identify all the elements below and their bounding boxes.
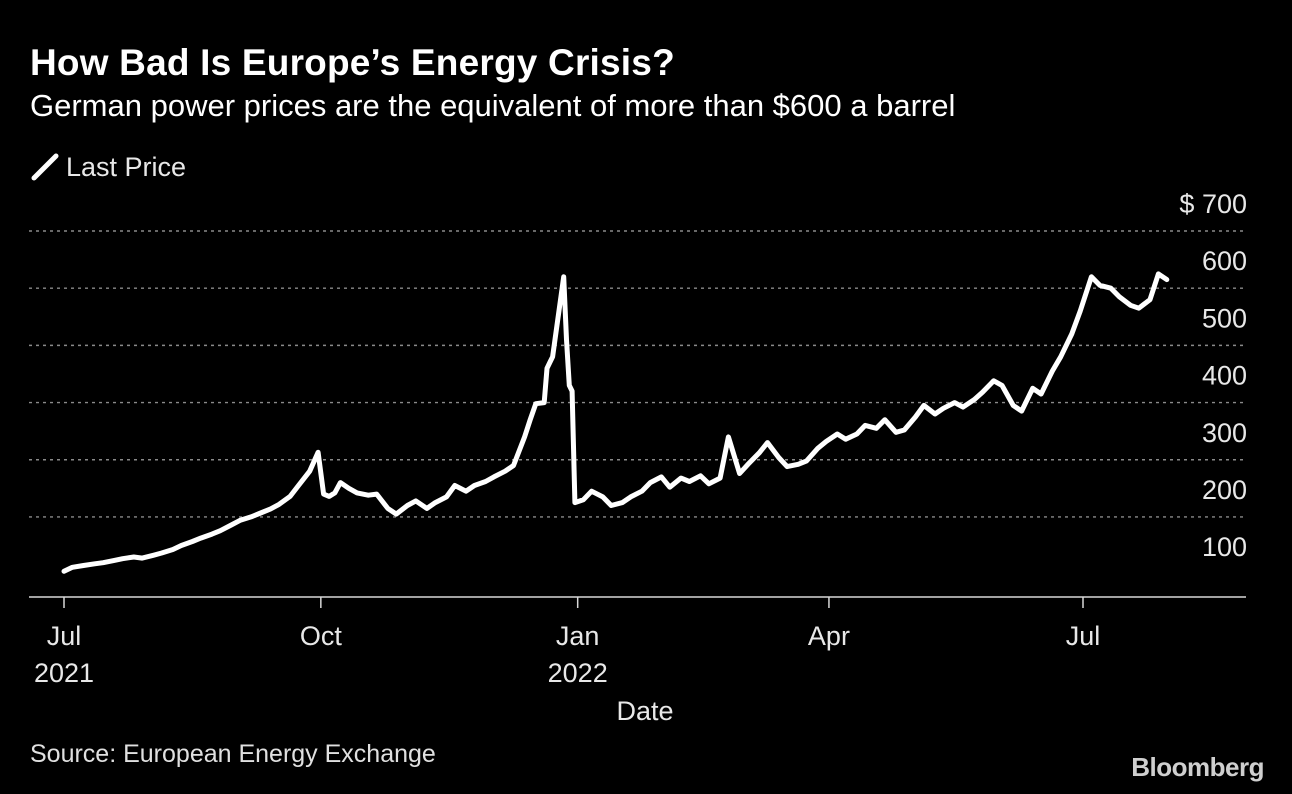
- legend: Last Price: [30, 150, 186, 184]
- chart-subtitle: German power prices are the equivalent o…: [30, 88, 956, 123]
- x-tick-label-1: Oct: [300, 621, 343, 651]
- x-tick-label-2: Jan: [556, 621, 600, 651]
- y-tick-label-600: 600: [1202, 246, 1247, 276]
- y-tick-label-500: 500: [1202, 303, 1247, 333]
- y-tick-label-300: 300: [1202, 418, 1247, 448]
- x-tick-label-0: Jul: [47, 621, 82, 651]
- series-line-0: [61, 271, 1170, 574]
- x-tick-label-4: Jul: [1066, 621, 1101, 651]
- y-tick-label-400: 400: [1202, 361, 1247, 391]
- x-axis-title: Date: [616, 696, 673, 726]
- bloomberg-logo: Bloomberg: [1131, 752, 1264, 782]
- gridlines: [29, 230, 1246, 518]
- y-tick-label-200: 200: [1202, 475, 1247, 505]
- x-tick-year-label-2: 2022: [548, 658, 608, 688]
- y-tick-label-100: 100: [1202, 532, 1247, 562]
- x-tick-label-3: Apr: [808, 621, 850, 651]
- y-axis: $ 700 600 500 400 300 200 100: [1179, 189, 1247, 562]
- legend-label: Last Price: [66, 151, 187, 182]
- x-tick-year-label-0: 2021: [34, 658, 94, 688]
- x-axis: Jul 2021 Oct Jan 2022 Apr Jul: [29, 596, 1246, 688]
- source-note: Source: European Energy Exchange: [30, 740, 436, 768]
- chart-title: How Bad Is Europe’s Energy Crisis?: [30, 42, 675, 83]
- y-tick-label-700: $ 700: [1179, 189, 1247, 219]
- line-swatch-icon: [31, 153, 59, 181]
- series-layer: [61, 271, 1170, 574]
